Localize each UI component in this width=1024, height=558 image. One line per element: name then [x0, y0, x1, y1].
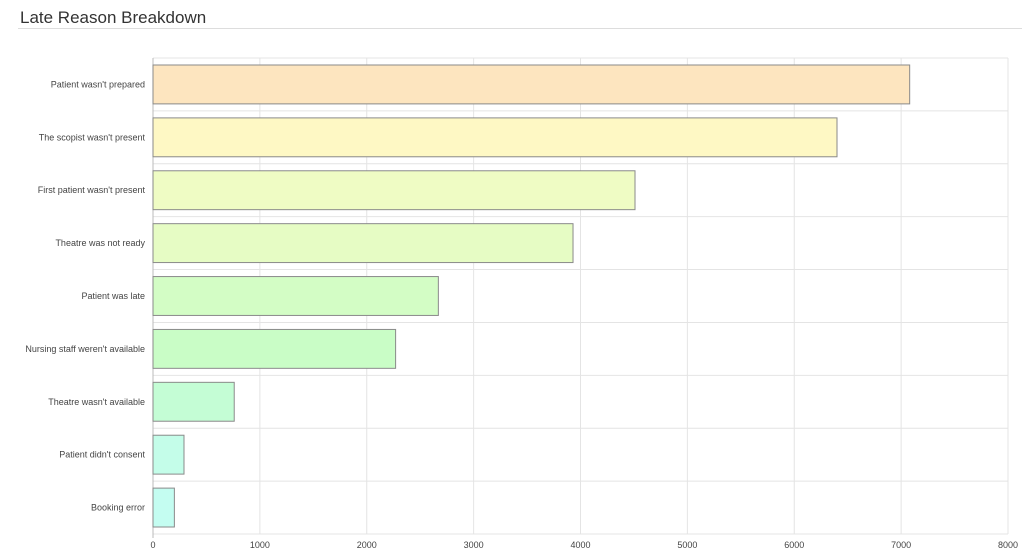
bar[interactable] [152, 223, 574, 264]
category-label: Nursing staff weren't available [25, 344, 145, 354]
category-label: Patient wasn't prepared [51, 79, 145, 89]
title-divider [18, 28, 1022, 29]
bar[interactable] [152, 64, 911, 105]
x-tick-label: 3000 [464, 540, 484, 550]
category-label: Patient didn't consent [59, 450, 145, 460]
chart-bars [152, 64, 911, 528]
bar[interactable] [152, 276, 439, 316]
bar[interactable] [152, 328, 397, 369]
bar[interactable] [152, 434, 185, 475]
x-tick-label: 0 [150, 540, 155, 550]
x-tick-label: 2000 [357, 540, 377, 550]
bar[interactable] [152, 487, 175, 528]
category-label: Theatre was not ready [55, 238, 145, 248]
category-label: Booking error [91, 503, 145, 513]
x-tick-label: 6000 [784, 540, 804, 550]
bar[interactable] [152, 117, 838, 158]
category-labels: Patient wasn't prepared The scopist wasn'… [25, 79, 145, 512]
category-label: The scopist wasn't present [39, 132, 146, 142]
x-tick-label: 7000 [891, 540, 911, 550]
x-axis-ticks: 0 1000 2000 3000 4000 5000 6000 7000 8000 [150, 540, 1018, 550]
category-label: Patient was late [81, 291, 145, 301]
x-tick-label: 5000 [677, 540, 697, 550]
category-label: First patient wasn't present [38, 185, 146, 195]
chart-title: Late Reason Breakdown [20, 8, 207, 27]
category-label: Theatre wasn't available [48, 397, 145, 407]
x-tick-label: 1000 [250, 540, 270, 550]
x-tick-label: 4000 [570, 540, 590, 550]
bar[interactable] [152, 170, 636, 211]
bar[interactable] [152, 381, 235, 422]
x-tick-label: 8000 [998, 540, 1018, 550]
